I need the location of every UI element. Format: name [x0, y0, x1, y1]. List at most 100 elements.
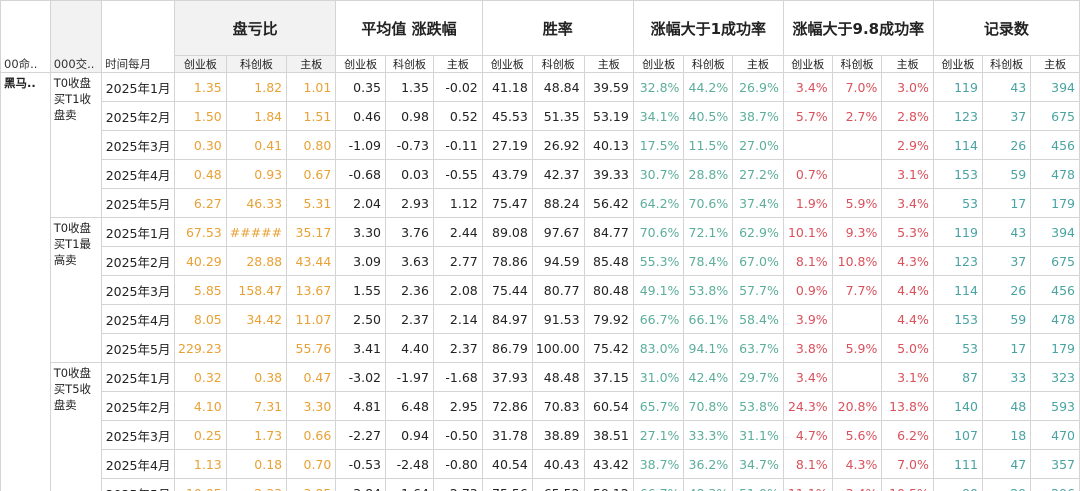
value-cell[interactable]: 28.88 — [225, 246, 288, 276]
value-cell[interactable]: 64.2% — [632, 188, 685, 218]
value-cell[interactable]: 27.1% — [632, 420, 685, 450]
value-cell[interactable]: -2.27 — [335, 420, 387, 450]
value-cell[interactable]: 1.64 — [385, 478, 434, 491]
value-cell[interactable]: 88.24 — [531, 188, 585, 218]
value-cell[interactable]: 456 — [1030, 275, 1080, 305]
value-cell[interactable]: 31.1% — [732, 420, 784, 450]
value-cell[interactable] — [831, 130, 883, 160]
value-cell[interactable]: 31.0% — [632, 362, 685, 392]
value-cell[interactable]: 8.05 — [174, 304, 227, 334]
value-cell[interactable]: 5.7% — [782, 101, 833, 131]
value-cell[interactable]: 4.4% — [881, 275, 934, 305]
value-cell[interactable]: 3.4% — [782, 72, 833, 102]
value-cell[interactable]: 63.7% — [732, 333, 784, 363]
value-cell[interactable]: 114 — [932, 275, 983, 305]
value-cell[interactable]: 179 — [1030, 188, 1080, 218]
value-cell[interactable]: 5.9% — [831, 188, 883, 218]
month-cell[interactable]: 2025年1月 — [101, 362, 175, 392]
value-cell[interactable]: 55.3% — [632, 246, 685, 276]
value-cell[interactable]: -0.55 — [432, 159, 483, 189]
month-cell[interactable]: 2025年1月 — [101, 217, 175, 247]
value-cell[interactable]: 1.13 — [174, 449, 227, 479]
value-cell[interactable]: 6.48 — [385, 391, 434, 421]
value-cell[interactable]: 5.31 — [286, 188, 337, 218]
value-cell[interactable]: 10.1% — [782, 217, 833, 247]
value-cell[interactable]: 53.8% — [683, 275, 734, 305]
value-cell[interactable]: 34.42 — [225, 304, 288, 334]
value-cell[interactable]: 2.73 — [432, 478, 483, 491]
value-cell[interactable]: 43 — [981, 217, 1032, 247]
value-cell[interactable]: 58.4% — [732, 304, 784, 334]
value-cell[interactable]: 53 — [932, 333, 983, 363]
value-cell[interactable]: 0.70 — [286, 449, 337, 479]
value-cell[interactable]: 2.44 — [432, 217, 483, 247]
value-cell[interactable]: 0.7% — [782, 159, 833, 189]
value-cell[interactable]: 80.48 — [583, 275, 634, 305]
value-cell[interactable]: 9.3% — [831, 217, 883, 247]
value-cell[interactable]: 41.18 — [481, 72, 533, 102]
value-cell[interactable]: 27.2% — [732, 159, 784, 189]
value-cell[interactable]: 3.84 — [335, 478, 387, 491]
value-cell[interactable]: 26.9% — [732, 72, 784, 102]
value-cell[interactable]: 67.0% — [732, 246, 784, 276]
value-cell[interactable]: 3.63 — [385, 246, 434, 276]
value-cell[interactable]: 18 — [981, 420, 1032, 450]
value-cell[interactable]: 29 — [981, 478, 1032, 491]
value-cell[interactable]: 5.0% — [881, 333, 934, 363]
value-cell[interactable]: 0.93 — [225, 159, 288, 189]
month-cell[interactable]: 2025年2月 — [101, 391, 175, 421]
value-cell[interactable]: 20.8% — [831, 391, 883, 421]
value-cell[interactable]: 111 — [932, 449, 983, 479]
value-cell[interactable]: 49.1% — [632, 275, 685, 305]
value-cell[interactable]: -0.73 — [385, 130, 434, 160]
value-cell[interactable]: 40.5% — [683, 101, 734, 131]
value-cell[interactable]: 40.13 — [583, 130, 634, 160]
value-cell[interactable]: -0.80 — [432, 449, 483, 479]
value-cell[interactable]: 84.77 — [583, 217, 634, 247]
month-cell[interactable]: 2025年5月 — [101, 333, 175, 363]
value-cell[interactable]: 17.5% — [632, 130, 685, 160]
value-cell[interactable]: 114 — [932, 130, 983, 160]
value-cell[interactable]: 39.33 — [583, 159, 634, 189]
value-cell[interactable]: 153 — [932, 304, 983, 334]
value-cell[interactable]: 86.79 — [481, 333, 533, 363]
value-cell[interactable] — [831, 304, 883, 334]
value-cell[interactable]: 8.1% — [782, 449, 833, 479]
value-cell[interactable]: 593 — [1030, 391, 1080, 421]
value-cell[interactable]: 40.54 — [481, 449, 533, 479]
value-cell[interactable]: 7.31 — [225, 391, 288, 421]
value-cell[interactable]: 66.7% — [632, 478, 685, 491]
value-cell[interactable]: 30.7% — [632, 159, 685, 189]
value-cell[interactable]: 53.8% — [732, 391, 784, 421]
value-cell[interactable]: 5.9% — [831, 333, 883, 363]
value-cell[interactable]: 13.67 — [286, 275, 337, 305]
value-cell[interactable]: 158.47 — [225, 275, 288, 305]
value-cell[interactable]: 2.77 — [432, 246, 483, 276]
value-cell[interactable]: 2.37 — [385, 304, 434, 334]
value-cell[interactable]: 456 — [1030, 130, 1080, 160]
value-cell[interactable]: -1.09 — [335, 130, 387, 160]
value-cell[interactable]: 51.0% — [732, 478, 784, 491]
value-cell[interactable]: 296 — [1030, 478, 1080, 491]
value-cell[interactable]: 40.29 — [174, 246, 227, 276]
value-cell[interactable]: 0.38 — [225, 362, 288, 392]
value-cell[interactable]: -0.50 — [432, 420, 483, 450]
value-cell[interactable]: 4.81 — [335, 391, 387, 421]
value-cell[interactable]: 70.6% — [683, 188, 734, 218]
value-cell[interactable]: 3.4% — [831, 478, 883, 491]
value-cell[interactable]: 40.43 — [531, 449, 585, 479]
value-cell[interactable]: -3.02 — [335, 362, 387, 392]
value-cell[interactable]: 31.78 — [481, 420, 533, 450]
value-cell[interactable]: 3.30 — [286, 391, 337, 421]
value-cell[interactable]: 1.84 — [225, 101, 288, 131]
value-cell[interactable]: 27.0% — [732, 130, 784, 160]
month-cell[interactable]: 2025年3月 — [101, 420, 175, 450]
value-cell[interactable]: 37.15 — [583, 362, 634, 392]
value-cell[interactable]: 675 — [1030, 101, 1080, 131]
value-cell[interactable]: 26.92 — [531, 130, 585, 160]
value-cell[interactable] — [831, 362, 883, 392]
value-cell[interactable] — [225, 333, 288, 363]
month-cell[interactable]: 2025年4月 — [101, 304, 175, 334]
value-cell[interactable]: 34.7% — [732, 449, 784, 479]
value-cell[interactable]: 5.6% — [831, 420, 883, 450]
